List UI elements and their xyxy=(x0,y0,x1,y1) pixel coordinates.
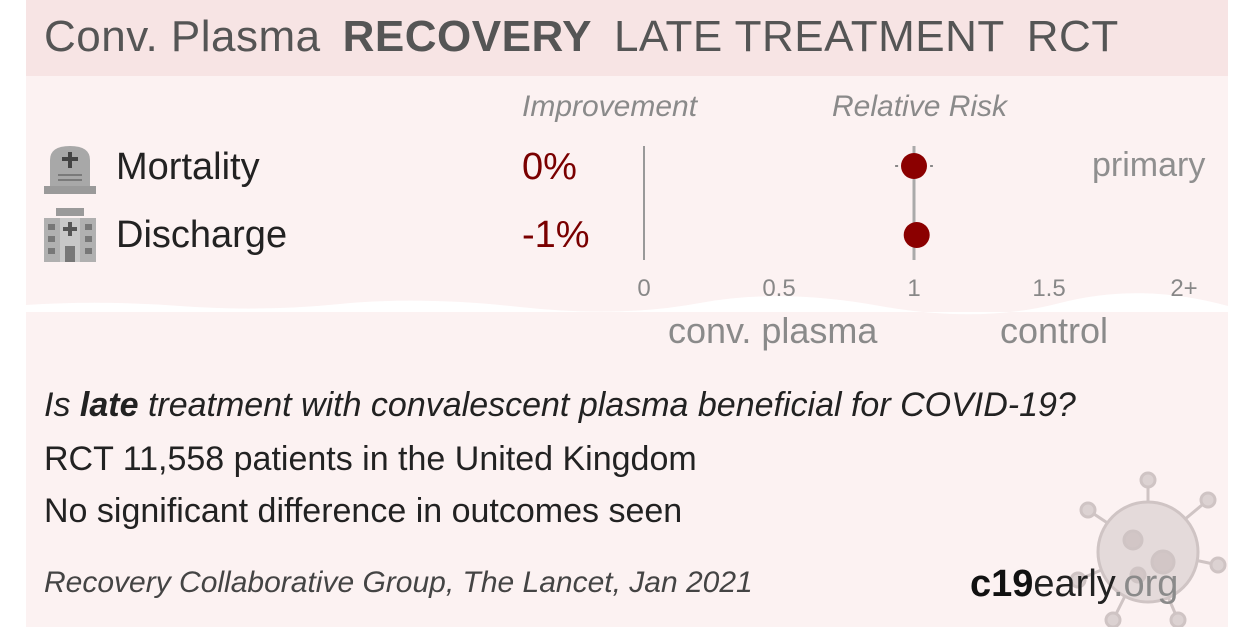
relative-risk-column-header: Relative Risk xyxy=(832,90,1008,123)
improvement-value-discharge: -1% xyxy=(522,214,590,256)
tombstone-icon xyxy=(42,140,98,201)
citation: Recovery Collaborative Group, The Lancet… xyxy=(44,566,753,599)
brand-logo[interactable]: c19early.org xyxy=(970,563,1178,606)
question-prefix: Is xyxy=(44,386,80,424)
point-mortality xyxy=(901,153,927,179)
question-emphasis: late xyxy=(79,386,139,424)
x-tick-label: 0 xyxy=(637,275,650,302)
outcome-label-discharge: Discharge xyxy=(116,214,288,256)
treatment-name: Conv. Plasma xyxy=(44,12,321,61)
x-tick-label: 1.5 xyxy=(1032,275,1065,302)
page-title: Conv. Plasma RECOVERY LATE TREATMENT RCT xyxy=(44,12,1119,62)
study-result-text: No significant difference in outcomes se… xyxy=(44,492,683,530)
study-question: Is late treatment with convalescent plas… xyxy=(44,386,1076,425)
point-discharge xyxy=(903,222,930,248)
torn-edge-divider xyxy=(26,293,1228,315)
outcome-label-mortality: Mortality xyxy=(116,146,260,188)
brand-part-early: early xyxy=(1033,563,1113,605)
card-background xyxy=(26,0,1228,627)
x-tick-label: 1 xyxy=(907,275,920,302)
study-design: RCT xyxy=(1026,12,1119,61)
primary-outcome-tag: primary xyxy=(1092,146,1206,184)
brand-part-c19: c19 xyxy=(970,563,1034,605)
x-tick-label: 0.5 xyxy=(762,275,795,302)
favors-treatment-label: conv. plasma xyxy=(668,310,878,351)
brand-part-org: .org xyxy=(1112,563,1179,605)
forest-plot: 0 0.5 1 1.5 2+ xyxy=(26,146,1228,315)
improvement-value-mortality: 0% xyxy=(522,146,577,188)
virus-icon xyxy=(1068,470,1228,632)
hospital-icon xyxy=(42,206,98,269)
improvement-column-header: Improvement xyxy=(522,90,698,123)
title-bar xyxy=(26,0,1228,76)
favors-control-label: control xyxy=(1000,310,1109,351)
x-tick-label: 2+ xyxy=(1170,275,1197,302)
treatment-stage: LATE TREATMENT xyxy=(613,12,1005,61)
question-suffix: treatment with convalescent plasma benef… xyxy=(138,386,1076,424)
study-name: RECOVERY xyxy=(342,12,592,61)
study-size-text: RCT 11,558 patients in the United Kingdo… xyxy=(44,440,697,478)
